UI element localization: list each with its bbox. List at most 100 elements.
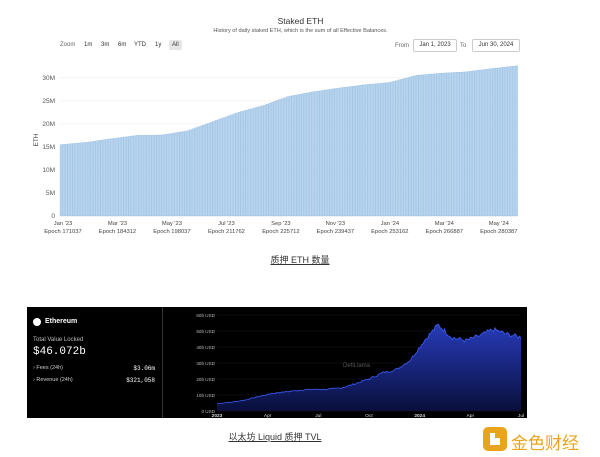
jinse-logo-text: 金色财经 [511, 434, 579, 454]
bar [103, 139, 106, 217]
zoom-ytd-button[interactable]: YTD [134, 42, 146, 48]
zoom-1y-button[interactable]: 1y [155, 42, 162, 48]
bar [398, 79, 401, 217]
bar [92, 141, 96, 217]
bar [230, 114, 233, 217]
bar [133, 135, 137, 217]
bottom-caption[interactable]: 以太坊 Liquid 质押 TVL [228, 432, 322, 442]
bar [324, 89, 327, 217]
bar [385, 82, 388, 217]
bar [245, 109, 249, 217]
x-tick-epoch: Epoch 266887 [426, 229, 463, 235]
zoom-6m-button[interactable]: 6m [118, 42, 127, 48]
top-caption[interactable]: 质押 ETH 数量 [270, 255, 330, 265]
bar [225, 116, 228, 217]
bar [484, 69, 488, 217]
zoom-1m-button[interactable]: 1m [84, 42, 93, 48]
bar [309, 92, 312, 217]
bar [115, 137, 119, 217]
bar [204, 123, 208, 217]
bar [253, 107, 256, 217]
from-date-input[interactable]: Jan 1, 2023 [413, 39, 457, 52]
bar [438, 73, 442, 217]
tvl-value: $46.072b [33, 346, 86, 358]
bar [314, 91, 317, 217]
bar [327, 89, 330, 217]
ethereum-logo-icon [33, 318, 41, 326]
bar [291, 95, 294, 217]
bar [288, 95, 292, 217]
x-tick-date: Mar '23 [108, 221, 127, 227]
bar [126, 136, 129, 217]
bar [77, 142, 81, 217]
fees-row[interactable]: › Fees (24h) [33, 365, 63, 371]
bar [220, 118, 223, 217]
bar [271, 102, 274, 217]
bar [108, 138, 111, 217]
bar [449, 72, 452, 217]
x-tick-epoch: Epoch 280387 [480, 229, 517, 235]
to-date-input[interactable]: Jun 30, 2024 [472, 39, 520, 52]
bar [403, 78, 406, 217]
bar [428, 74, 432, 217]
from-label: From [395, 43, 409, 49]
bar [118, 137, 121, 217]
x-tick-label: 2024 [414, 413, 425, 418]
bar [59, 144, 63, 217]
bar [85, 142, 88, 217]
bar [62, 144, 65, 217]
bar [260, 105, 264, 217]
bar [82, 142, 86, 217]
bar [349, 86, 353, 217]
bar [355, 85, 358, 217]
bar [72, 143, 76, 217]
bar [146, 135, 149, 217]
bar [120, 137, 124, 217]
y-tick-label: 50b USD [196, 329, 215, 334]
bar [418, 74, 422, 217]
bar [505, 66, 508, 217]
x-tick-date: Jul '23 [218, 221, 235, 227]
bar [477, 70, 480, 217]
revenue-row[interactable]: › Revenue (24h) [33, 377, 73, 383]
bar [360, 85, 363, 217]
bar [342, 87, 345, 217]
bar [215, 120, 218, 217]
bar [75, 143, 78, 217]
bar [161, 134, 165, 217]
x-tick-label: Jul [518, 413, 524, 418]
fees-label: Fees (24h) [36, 365, 63, 371]
to-label: To [460, 43, 467, 49]
bar [187, 130, 190, 217]
bar [258, 106, 261, 217]
x-tick-label: Apr [264, 413, 272, 418]
x-tick-label: Jul [315, 413, 321, 418]
bar [444, 72, 447, 217]
bar [390, 81, 394, 217]
bar [329, 89, 332, 217]
revenue-value: $321,058 [126, 377, 155, 384]
bar [321, 90, 325, 217]
bar [194, 127, 198, 217]
bar [454, 72, 457, 217]
fees-value: $3.06m [133, 365, 155, 372]
x-tick-date: May '23 [162, 221, 182, 227]
bar [383, 82, 386, 217]
bar [431, 73, 434, 217]
bar [176, 132, 180, 217]
bar [278, 99, 282, 217]
bar [166, 133, 170, 217]
bar [156, 134, 159, 217]
tvl-area [217, 324, 521, 411]
bar [365, 84, 368, 217]
y-tick-label: 10b USD [196, 393, 215, 398]
bar [367, 84, 371, 217]
bar [479, 69, 483, 217]
zoom-all-button[interactable]: All [169, 40, 182, 50]
ethereum-tvl-panel: Ethereum Total Value Locked $46.072b › F… [27, 307, 527, 418]
bar [95, 140, 98, 217]
zoom-3m-button[interactable]: 3m [101, 42, 110, 48]
bar [250, 108, 254, 217]
bar [472, 70, 475, 217]
tvl-line [216, 323, 522, 405]
